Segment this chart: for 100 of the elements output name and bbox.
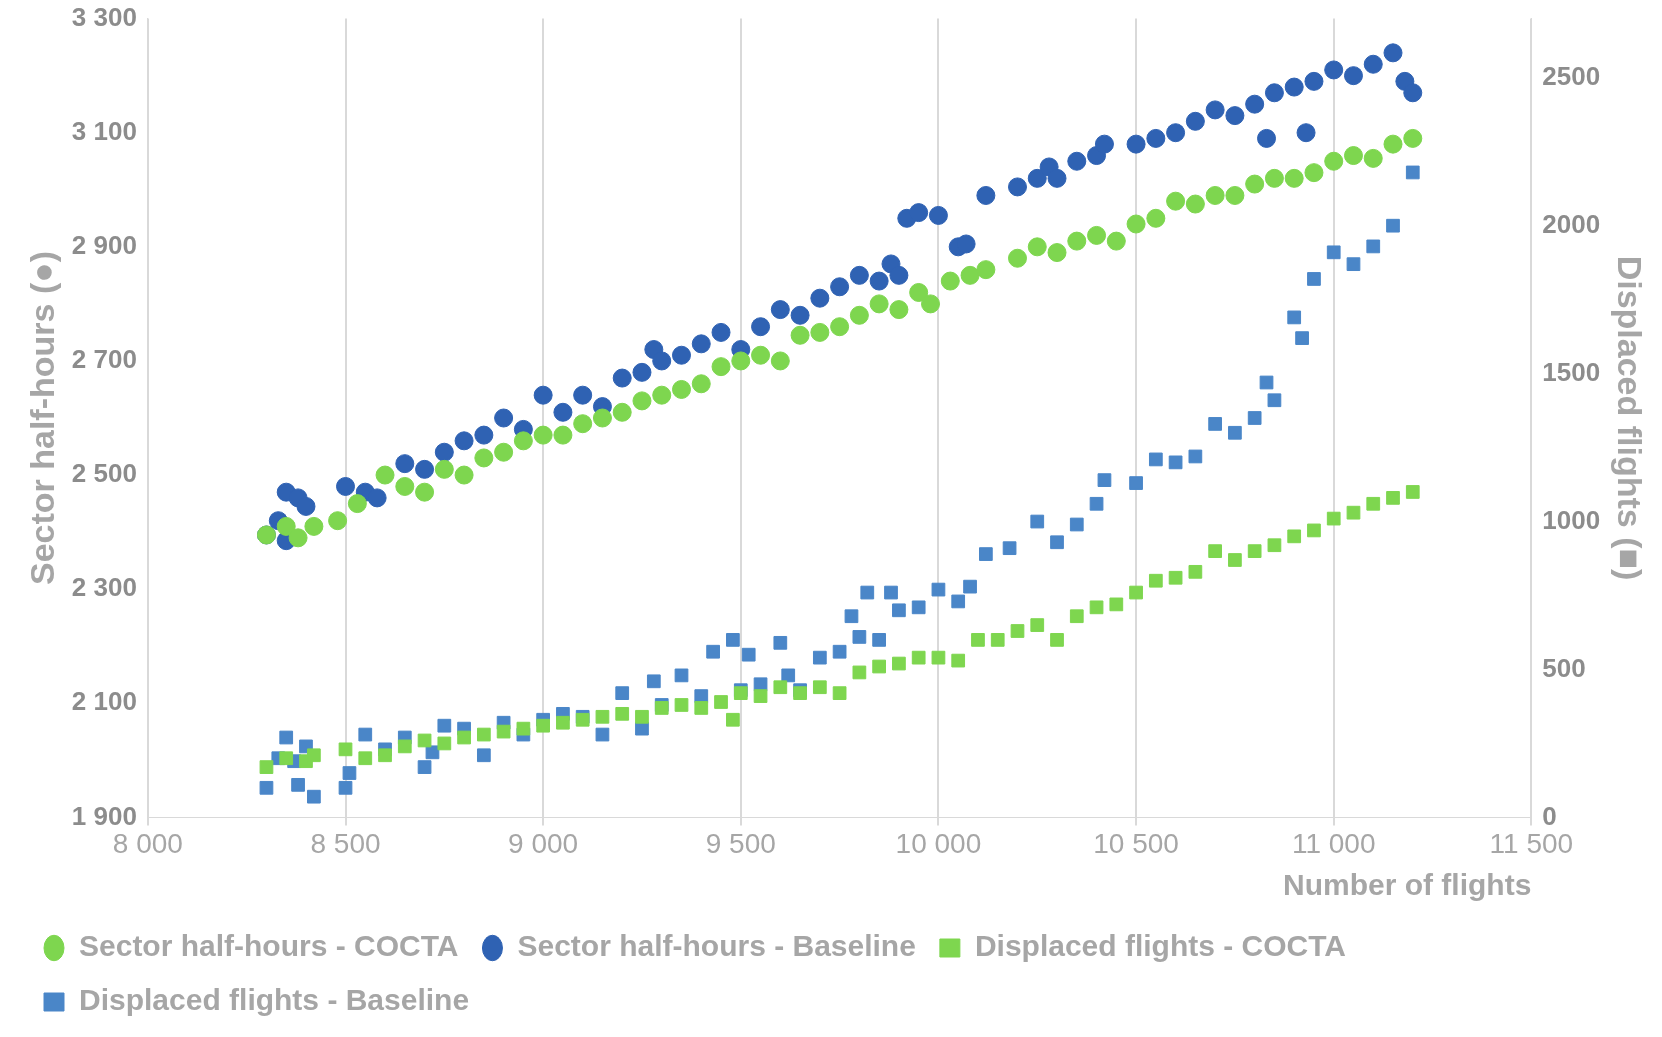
point: [415, 482, 435, 502]
point: [1208, 544, 1222, 558]
point: [931, 650, 946, 665]
point: [1010, 624, 1025, 638]
point: [832, 686, 847, 701]
x-tick-label: 8 500: [310, 827, 381, 859]
point: [304, 516, 324, 536]
point: [397, 739, 412, 754]
point: [951, 653, 966, 668]
y-tick-label: 2 100: [71, 686, 137, 717]
point: [1264, 168, 1284, 188]
point: [990, 633, 1005, 647]
point: [1324, 151, 1344, 171]
point: [1405, 485, 1420, 499]
point: [694, 701, 709, 715]
y2-tick-label: 500: [1542, 652, 1586, 683]
point: [1386, 491, 1400, 505]
point: [307, 748, 321, 763]
point: [573, 414, 593, 434]
point: [516, 721, 531, 736]
x-tick-label: 10 000: [895, 827, 982, 859]
legend-label: Displaced flights - Baseline: [79, 983, 470, 1017]
y-tick-label: 3 100: [71, 115, 137, 146]
point: [635, 709, 649, 724]
point: [1007, 248, 1027, 268]
point: [553, 425, 573, 445]
point: [1109, 597, 1124, 612]
x-tick-label: 9 500: [705, 827, 776, 859]
point: [595, 709, 610, 724]
point: [1403, 128, 1423, 148]
point: [375, 465, 395, 485]
point: [288, 528, 308, 548]
point: [892, 656, 906, 671]
point: [1087, 225, 1107, 245]
point: [1205, 185, 1225, 205]
point: [1346, 505, 1361, 520]
point: [852, 665, 867, 680]
point: [1247, 544, 1262, 558]
point: [770, 351, 790, 371]
point: [328, 511, 348, 531]
point: [909, 282, 929, 302]
point: [971, 633, 985, 647]
point: [812, 680, 827, 695]
point: [513, 431, 533, 451]
point: [1168, 570, 1183, 585]
point: [1267, 538, 1282, 553]
point: [1185, 194, 1205, 214]
legend-label: Sector half-hours - Baseline: [517, 929, 916, 963]
point: [1166, 191, 1186, 211]
point: [474, 448, 494, 468]
point: [1126, 214, 1146, 234]
point: [494, 442, 514, 462]
point: [731, 351, 751, 371]
point: [615, 706, 630, 721]
point: [790, 325, 810, 345]
point: [556, 715, 570, 730]
x-tick-label: 9 000: [508, 827, 579, 859]
point: [1366, 496, 1381, 511]
x-axis-title: Number of flights: [1283, 868, 1532, 902]
point: [830, 317, 850, 337]
point: [1069, 609, 1084, 624]
point: [347, 494, 367, 514]
point: [1129, 585, 1143, 600]
point: [395, 476, 415, 496]
point: [940, 271, 960, 291]
point: [714, 695, 728, 709]
legend-label: Sector half-hours - COCTA: [79, 929, 459, 963]
point: [632, 391, 652, 411]
point: [1228, 553, 1242, 567]
point: [378, 748, 392, 763]
point: [1047, 243, 1067, 263]
point: [1225, 185, 1245, 205]
y2-tick-label: 1000: [1542, 504, 1601, 535]
point: [536, 718, 551, 733]
point: [1188, 564, 1203, 579]
y2-tick-label: 1500: [1542, 356, 1601, 387]
point: [960, 265, 980, 285]
point: [976, 260, 996, 280]
point: [1284, 168, 1304, 188]
y-tick-label: 2 500: [71, 458, 137, 489]
point: [652, 385, 672, 405]
point: [921, 294, 941, 314]
point: [259, 760, 274, 774]
point: [1307, 523, 1321, 538]
point: [753, 689, 768, 703]
y2-tick-label: 2000: [1542, 208, 1601, 239]
x-tick-label: 10 500: [1093, 827, 1179, 859]
point: [1383, 134, 1403, 154]
point: [1146, 208, 1166, 228]
point: [417, 733, 432, 748]
point: [1326, 511, 1341, 526]
y-axis-title: Sector half-hours (●): [22, 250, 61, 586]
point: [810, 322, 830, 342]
point: [1148, 573, 1163, 588]
legend-label: Displaced flights - COCTA: [974, 929, 1347, 963]
point: [454, 465, 474, 485]
y-tick-label: 2 900: [71, 230, 137, 260]
point: [1343, 146, 1363, 166]
y-tick-label: 2 300: [71, 572, 137, 603]
point: [1067, 231, 1087, 251]
